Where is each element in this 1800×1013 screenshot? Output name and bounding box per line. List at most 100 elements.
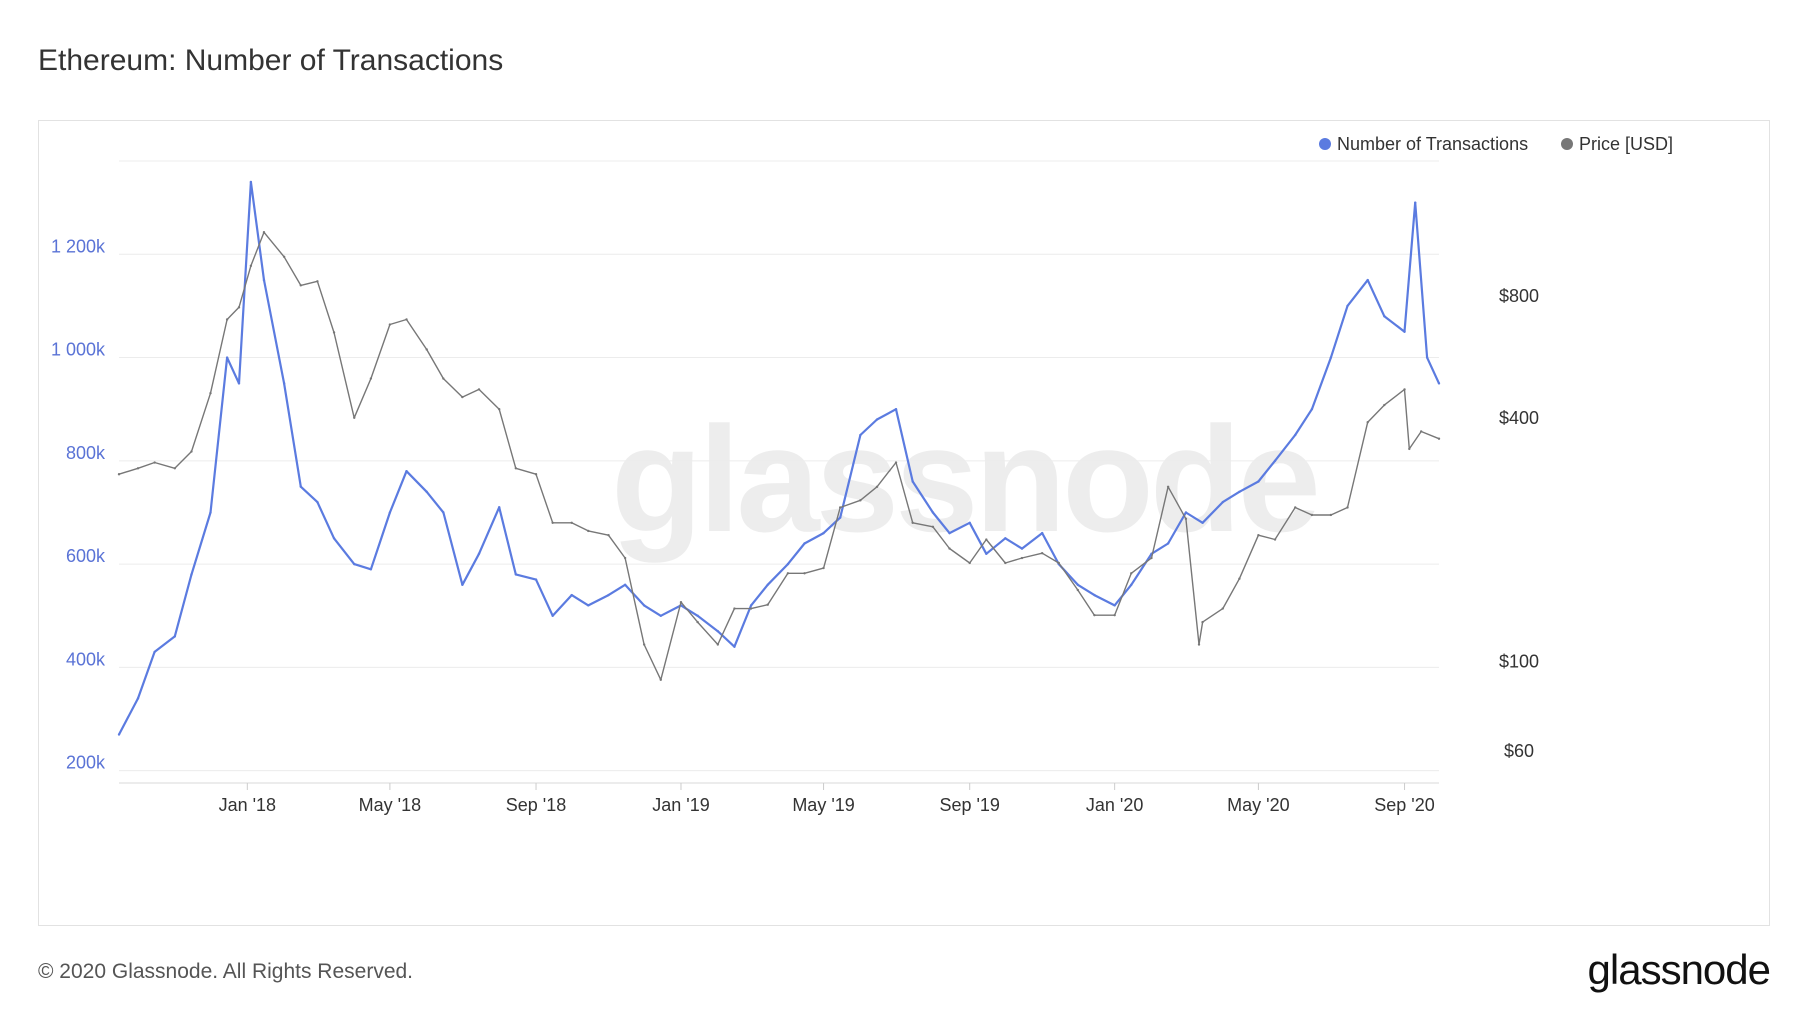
price-point — [1004, 561, 1007, 565]
price-point — [1020, 556, 1024, 560]
price-point — [1113, 613, 1116, 617]
price-point — [1403, 388, 1406, 391]
price-point — [587, 529, 590, 533]
transactions-point — [1310, 407, 1314, 411]
transactions-point — [534, 578, 538, 581]
transactions-point — [803, 542, 806, 545]
transactions-point — [1403, 330, 1406, 333]
price-point — [117, 473, 121, 476]
price-point — [1419, 430, 1423, 433]
price-point — [749, 607, 753, 610]
price-point — [136, 467, 140, 470]
transactions-point — [696, 614, 699, 617]
price-point — [696, 620, 699, 624]
left-axis-tick-label: 1 000k — [51, 340, 106, 360]
transactions-point — [948, 531, 951, 535]
price-point — [249, 264, 253, 268]
transactions-point — [1383, 315, 1386, 318]
transactions-point — [153, 650, 156, 654]
transactions-point — [733, 645, 736, 648]
transactions-point — [1093, 593, 1096, 597]
transactions-point — [1346, 304, 1349, 308]
transactions-point — [642, 604, 646, 607]
transactions-point — [190, 573, 193, 576]
transactions-point — [587, 604, 590, 607]
transactions-point — [659, 614, 662, 617]
transactions-point — [1201, 521, 1204, 525]
price-point — [803, 572, 806, 575]
transactions-point — [299, 485, 302, 488]
price-point — [190, 450, 193, 453]
transactions-point — [570, 593, 573, 597]
price-point — [534, 473, 538, 476]
chart-svg: glassnode 200k 400k 600k 800k 1 000k 1 200k $6… — [51, 134, 1673, 815]
price-point — [369, 377, 373, 380]
legend[interactable]: Number of Transactions Price [USD] — [1319, 134, 1673, 154]
price-point — [659, 678, 662, 681]
transactions-point — [282, 382, 286, 385]
transactions-point — [369, 568, 373, 571]
price-point — [766, 603, 769, 606]
transactions-point — [786, 562, 790, 566]
x-axis-tick-label: Jan '18 — [219, 795, 276, 815]
right-axis-tick-label: $60 — [1504, 741, 1534, 761]
price-point — [1294, 506, 1297, 509]
price-point — [282, 255, 286, 259]
price-point — [623, 556, 627, 560]
price-point — [1408, 447, 1411, 451]
transactions-point — [1238, 490, 1241, 494]
price-point — [838, 506, 842, 509]
transactions-point — [859, 433, 862, 437]
price-point — [968, 561, 971, 565]
transactions-point — [551, 614, 554, 617]
price-point — [948, 547, 951, 550]
price-point — [607, 533, 610, 537]
transactions-point — [1437, 382, 1441, 385]
price-point — [1437, 437, 1441, 440]
transactions-point — [514, 573, 518, 576]
x-axis-tick-label: Jan '20 — [1086, 795, 1143, 815]
transactions-point — [1329, 356, 1333, 359]
price-point — [1238, 577, 1241, 580]
price-point — [514, 467, 518, 470]
transactions-point — [911, 480, 914, 483]
price-point — [1201, 620, 1204, 624]
left-axis-tick-label: 600k — [66, 546, 106, 566]
transactions-point — [1020, 547, 1024, 550]
series-layer — [117, 180, 1441, 736]
price-point — [209, 392, 212, 395]
transactions-point — [894, 407, 898, 411]
price-point — [405, 318, 408, 321]
price-point — [425, 348, 428, 351]
right-axis-tick-label: $100 — [1499, 651, 1539, 671]
transactions-point — [353, 562, 356, 566]
price-point — [859, 499, 862, 502]
transactions-point — [1076, 583, 1080, 586]
legend-label-price[interactable]: Price [USD] — [1579, 134, 1673, 154]
legend-label-transactions[interactable]: Number of Transactions — [1337, 134, 1528, 154]
transactions-point — [1414, 201, 1417, 204]
price-point — [931, 525, 935, 529]
transactions-point — [388, 511, 392, 514]
transactions-point — [225, 356, 229, 359]
transactions-point — [209, 511, 212, 514]
price-point — [1040, 552, 1044, 555]
transactions-point — [1184, 511, 1188, 514]
price-point — [332, 331, 336, 334]
price-point — [911, 521, 914, 524]
transactions-point — [1166, 542, 1170, 545]
transactions-point — [1040, 531, 1044, 535]
price-point — [1346, 506, 1349, 509]
transactions-point — [136, 697, 140, 700]
price-point — [237, 306, 241, 309]
transactions-point — [766, 583, 769, 586]
price-point — [875, 485, 879, 488]
legend-marker-price — [1561, 138, 1573, 150]
transactions-point — [968, 521, 971, 525]
price-point — [1184, 517, 1188, 521]
price-point — [1310, 513, 1314, 517]
price-point — [388, 323, 392, 326]
price-point — [1076, 588, 1080, 592]
transactions-point — [749, 604, 753, 607]
price-point — [985, 538, 988, 541]
